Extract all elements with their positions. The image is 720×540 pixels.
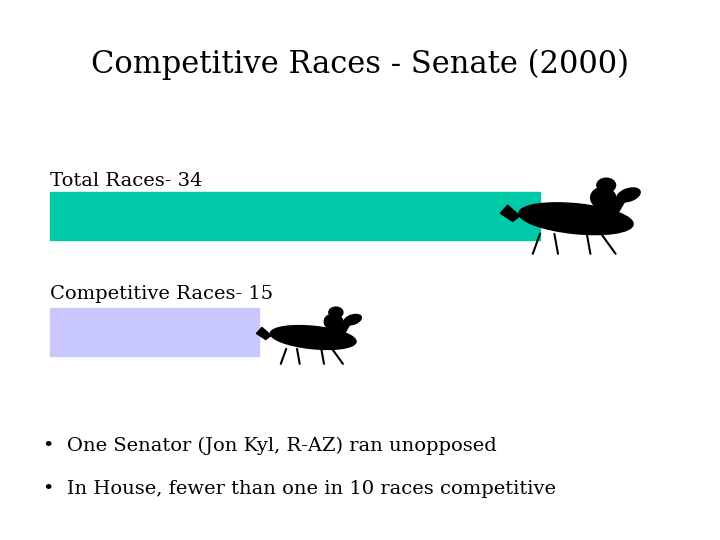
Circle shape	[329, 307, 343, 318]
Ellipse shape	[617, 188, 640, 202]
Polygon shape	[256, 327, 271, 340]
Text: Total Races- 34: Total Races- 34	[50, 172, 203, 190]
Circle shape	[597, 178, 616, 192]
Polygon shape	[608, 194, 628, 213]
Ellipse shape	[590, 187, 616, 209]
Text: Competitive Races- 15: Competitive Races- 15	[50, 285, 274, 303]
Ellipse shape	[271, 326, 356, 349]
Polygon shape	[500, 205, 520, 221]
Polygon shape	[338, 319, 352, 333]
Ellipse shape	[324, 314, 343, 330]
Ellipse shape	[519, 203, 633, 234]
Ellipse shape	[344, 314, 361, 325]
Text: •  One Senator (Jon Kyl, R-AZ) ran unopposed: • One Senator (Jon Kyl, R-AZ) ran unoppo…	[43, 436, 497, 455]
FancyBboxPatch shape	[50, 308, 259, 356]
Text: •  In House, fewer than one in 10 races competitive: • In House, fewer than one in 10 races c…	[43, 480, 557, 498]
FancyBboxPatch shape	[50, 192, 540, 240]
Text: Competitive Races - Senate (2000): Competitive Races - Senate (2000)	[91, 49, 629, 80]
